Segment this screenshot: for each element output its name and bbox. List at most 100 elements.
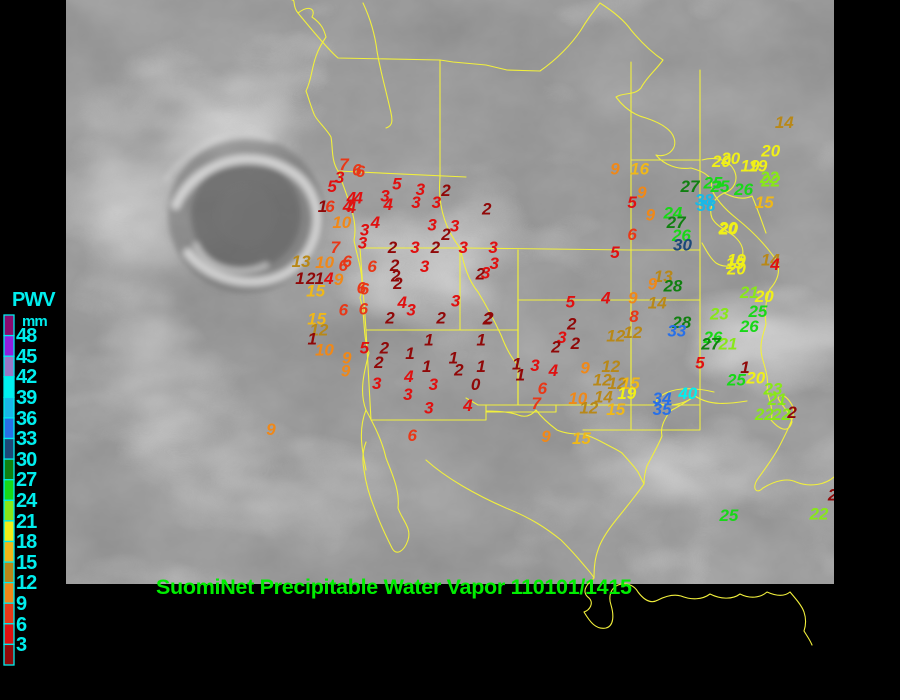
svg-text:3: 3 — [481, 264, 491, 283]
svg-text:3: 3 — [432, 193, 442, 212]
svg-text:9: 9 — [610, 160, 620, 179]
svg-text:7: 7 — [531, 394, 542, 413]
svg-text:4: 4 — [370, 213, 381, 232]
svg-text:4: 4 — [462, 396, 473, 415]
svg-text:1: 1 — [476, 357, 485, 376]
svg-text:3: 3 — [429, 375, 439, 394]
svg-text:20: 20 — [717, 219, 737, 238]
svg-text:2: 2 — [440, 225, 451, 244]
svg-text:25: 25 — [726, 371, 746, 390]
svg-text:3: 3 — [424, 398, 434, 417]
svg-text:9: 9 — [341, 362, 351, 381]
svg-text:1: 1 — [424, 331, 433, 350]
svg-text:1: 1 — [516, 366, 525, 385]
svg-text:3: 3 — [450, 216, 460, 235]
svg-text:5: 5 — [392, 175, 402, 194]
svg-text:3: 3 — [458, 238, 468, 257]
svg-text:6: 6 — [360, 279, 370, 298]
svg-text:40: 40 — [677, 384, 697, 403]
svg-text:5: 5 — [610, 243, 620, 262]
svg-text:12: 12 — [579, 399, 598, 418]
svg-text:5: 5 — [566, 292, 576, 311]
svg-text:9: 9 — [541, 427, 551, 446]
svg-text:15: 15 — [755, 193, 774, 212]
svg-text:21: 21 — [717, 334, 737, 353]
svg-text:3: 3 — [410, 238, 420, 257]
svg-text:5: 5 — [360, 338, 370, 357]
svg-text:9: 9 — [580, 358, 590, 377]
svg-text:20: 20 — [726, 259, 746, 278]
svg-text:14: 14 — [775, 113, 794, 132]
svg-text:2: 2 — [550, 338, 561, 357]
svg-text:2: 2 — [440, 181, 451, 200]
svg-text:1: 1 — [405, 344, 414, 363]
svg-text:3: 3 — [489, 254, 499, 273]
svg-text:4: 4 — [403, 367, 414, 386]
svg-text:2: 2 — [786, 403, 797, 422]
svg-text:6: 6 — [339, 301, 349, 320]
svg-text:4: 4 — [769, 255, 780, 274]
svg-text:2: 2 — [570, 334, 581, 353]
svg-text:4: 4 — [382, 195, 393, 214]
svg-text:22: 22 — [760, 171, 780, 190]
svg-text:9: 9 — [637, 183, 647, 202]
svg-text:28: 28 — [662, 276, 682, 295]
svg-text:5: 5 — [695, 354, 705, 373]
svg-text:6: 6 — [338, 256, 348, 275]
svg-text:1: 1 — [295, 269, 304, 288]
svg-text:4: 4 — [342, 197, 353, 216]
svg-text:3: 3 — [406, 301, 416, 320]
svg-text:2: 2 — [453, 361, 464, 380]
svg-text:3: 3 — [358, 234, 368, 253]
svg-text:20: 20 — [711, 152, 731, 171]
svg-text:6: 6 — [627, 225, 637, 244]
svg-text:9: 9 — [628, 289, 638, 308]
svg-text:30: 30 — [673, 236, 692, 255]
svg-text:2: 2 — [481, 199, 492, 218]
svg-text:2: 2 — [827, 486, 834, 505]
svg-text:6: 6 — [407, 426, 417, 445]
svg-text:3: 3 — [403, 385, 413, 404]
svg-text:4: 4 — [352, 189, 363, 208]
svg-text:3: 3 — [372, 374, 382, 393]
svg-text:2: 2 — [566, 314, 577, 333]
svg-text:9: 9 — [266, 420, 276, 439]
svg-text:26: 26 — [733, 180, 753, 199]
svg-text:38: 38 — [695, 191, 714, 210]
svg-text:23: 23 — [709, 304, 729, 323]
svg-text:22: 22 — [808, 505, 828, 524]
svg-text:15: 15 — [606, 400, 625, 419]
svg-text:2: 2 — [482, 309, 493, 328]
svg-text:15: 15 — [306, 282, 325, 301]
svg-text:0: 0 — [471, 375, 481, 394]
svg-text:6: 6 — [356, 162, 366, 181]
svg-text:6: 6 — [367, 257, 377, 276]
svg-text:26: 26 — [739, 317, 759, 336]
svg-text:3: 3 — [411, 193, 421, 212]
svg-text:2: 2 — [435, 308, 446, 327]
svg-text:15: 15 — [572, 429, 591, 448]
svg-text:5: 5 — [627, 193, 637, 212]
svg-text:9: 9 — [646, 206, 656, 225]
svg-text:1: 1 — [422, 357, 431, 376]
svg-text:3: 3 — [530, 356, 540, 375]
svg-text:2: 2 — [392, 274, 403, 293]
svg-text:16: 16 — [630, 160, 649, 179]
svg-text:3: 3 — [427, 215, 437, 234]
svg-text:2: 2 — [384, 308, 395, 327]
svg-text:25: 25 — [718, 506, 738, 525]
svg-text:3: 3 — [420, 257, 430, 276]
svg-text:2: 2 — [373, 353, 384, 372]
svg-text:6: 6 — [359, 299, 369, 318]
svg-text:4: 4 — [600, 289, 611, 308]
svg-text:35: 35 — [653, 400, 672, 419]
svg-text:2: 2 — [430, 238, 441, 257]
svg-text:5: 5 — [327, 177, 337, 196]
svg-text:4: 4 — [548, 361, 559, 380]
svg-text:33: 33 — [667, 322, 686, 341]
svg-text:12: 12 — [623, 323, 642, 342]
svg-text:14: 14 — [648, 294, 667, 313]
svg-text:2: 2 — [387, 238, 398, 257]
svg-text:3: 3 — [451, 292, 461, 311]
svg-text:9: 9 — [648, 274, 658, 293]
